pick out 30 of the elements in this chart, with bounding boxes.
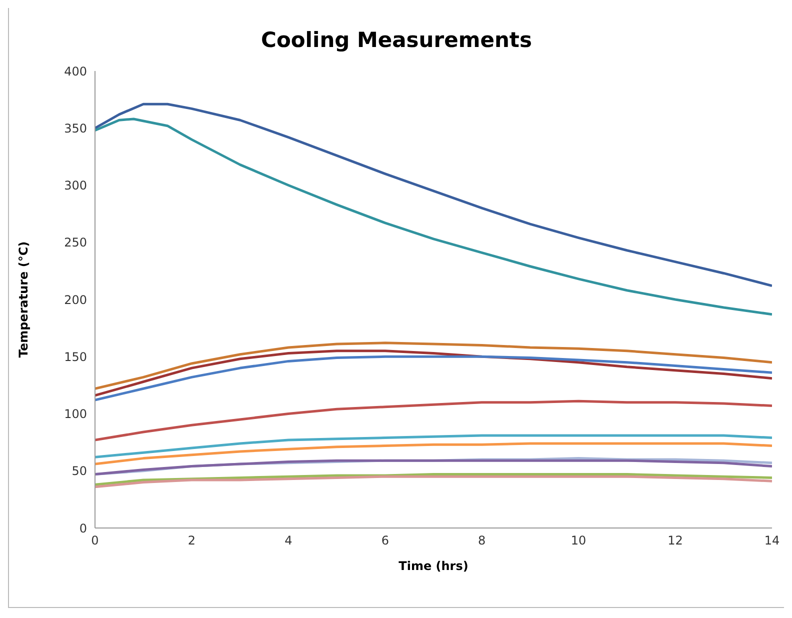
x-tick-label: 8: [478, 534, 486, 548]
x-tick-label: 4: [284, 534, 292, 548]
y-tick-label: 50: [72, 464, 87, 478]
x-tick-label: 12: [668, 534, 683, 548]
y-tick-label: 150: [64, 350, 87, 364]
x-tick-label: 10: [570, 534, 586, 548]
y-tick-label: 200: [64, 292, 87, 307]
y-axis-title: Temperature (°C): [16, 241, 30, 358]
line-series: [95, 355, 772, 402]
x-tick-label: 14: [764, 534, 780, 548]
chart-title: Cooling Measurements: [260, 28, 533, 52]
x-tick-label: 6: [381, 534, 389, 548]
line-series: [95, 118, 772, 316]
line-series: [95, 434, 772, 458]
x-tick-label: 0: [91, 534, 99, 548]
line-series: [95, 350, 772, 397]
y-tick-label: 300: [64, 178, 87, 193]
line-series: [95, 400, 772, 442]
x-tick-label: 2: [188, 534, 196, 548]
y-tick-label: 400: [64, 64, 87, 78]
x-axis-title: Time (hrs): [398, 559, 468, 573]
y-tick-label: 100: [64, 407, 87, 422]
line-series: [95, 342, 772, 390]
line-series: [95, 442, 772, 466]
line-series: [95, 102, 772, 288]
line-series: [95, 475, 772, 488]
line-series: [95, 473, 772, 486]
y-tick-label: 0: [79, 521, 87, 536]
y-tick-label: 350: [64, 121, 87, 136]
y-tick-label: 250: [64, 236, 87, 250]
